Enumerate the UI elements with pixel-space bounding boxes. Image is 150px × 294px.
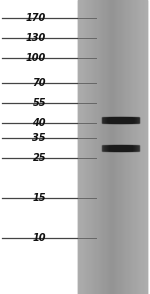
Text: 35: 35 [33, 133, 46, 143]
Text: 10: 10 [33, 233, 46, 243]
Text: 70: 70 [33, 78, 46, 88]
Text: 15: 15 [33, 193, 46, 203]
Text: 100: 100 [26, 53, 46, 63]
Bar [78, 0, 147, 294]
Text: 130: 130 [26, 33, 46, 43]
Text: 55: 55 [33, 98, 46, 108]
Text: 25: 25 [33, 153, 46, 163]
Text: 40: 40 [33, 118, 46, 128]
Text: 170: 170 [26, 13, 46, 23]
